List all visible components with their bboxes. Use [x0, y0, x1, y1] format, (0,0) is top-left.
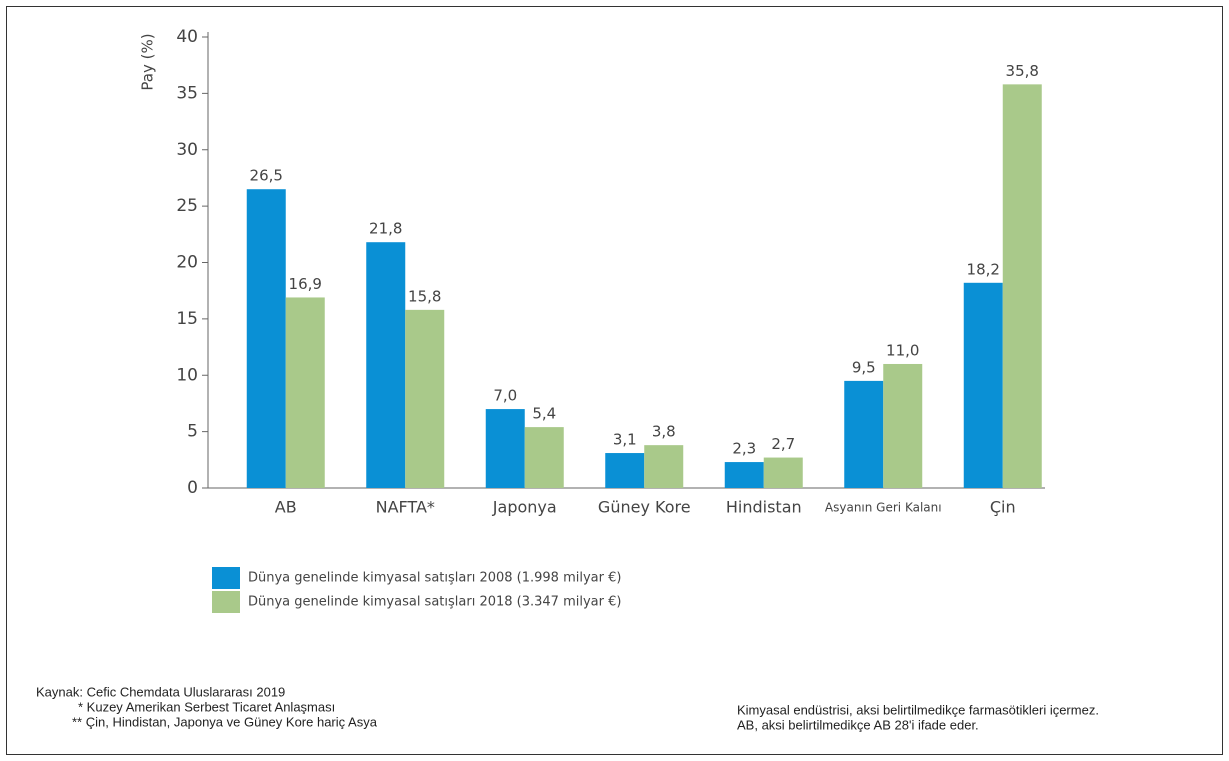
y-tick-label: 0	[187, 478, 198, 498]
value-label: 16,9	[289, 275, 322, 293]
legend-label: Dünya genelinde kimyasal satışları 2008 …	[248, 571, 621, 586]
bar	[763, 457, 803, 488]
bar	[644, 445, 684, 488]
bar	[405, 309, 445, 488]
legend-label: Dünya genelinde kimyasal satışları 2018 …	[248, 595, 621, 610]
x-tick-label: AB	[275, 498, 297, 517]
y-tick-label: 10	[176, 365, 198, 385]
x-tick-label: Hindistan	[726, 498, 802, 517]
x-tick-label: Japonya	[492, 498, 557, 517]
bar	[285, 297, 325, 488]
y-tick-label: 35	[176, 83, 198, 103]
value-label: 3,1	[613, 431, 637, 449]
note: ** Çin, Hindistan, Japonya ve Güney Kore…	[72, 714, 378, 729]
bar	[724, 462, 764, 488]
value-label: 5,4	[532, 405, 556, 423]
y-tick-label: 5	[187, 422, 198, 442]
x-tick-label: Asyanın Geri Kalanı	[825, 501, 942, 515]
bar	[485, 409, 525, 488]
value-label: 26,5	[250, 167, 283, 185]
value-label: 11,0	[886, 341, 919, 359]
bar	[883, 363, 923, 488]
y-tick-label: 25	[176, 196, 198, 216]
bar	[605, 453, 645, 488]
value-label: 9,5	[852, 358, 876, 376]
source: Kaynak: Cefic Chemdata Uluslararası 2019	[36, 684, 285, 699]
y-tick-label: 30	[176, 140, 198, 160]
y-tick-label: 40	[176, 27, 198, 47]
y-tick-label: 15	[176, 309, 198, 329]
x-tick-label: Çin	[990, 498, 1016, 517]
note: * Kuzey Amerikan Serbest Ticaret Anlaşma…	[78, 699, 335, 714]
bar	[1002, 84, 1042, 488]
value-label: 35,8	[1006, 62, 1039, 80]
bar	[246, 189, 286, 488]
legend-swatch	[212, 567, 240, 589]
y-tick-label: 20	[176, 253, 198, 273]
y-axis-label: Pay (%)	[139, 33, 157, 90]
x-tick-label: Güney Kore	[598, 498, 691, 517]
value-label: 15,8	[408, 287, 441, 305]
legend-swatch	[212, 591, 240, 613]
value-label: 2,3	[732, 440, 756, 458]
note: AB, aksi belirtilmedikçe AB 28'i ifade e…	[737, 717, 979, 732]
value-label: 3,8	[652, 423, 676, 441]
value-label: 7,0	[493, 387, 517, 405]
bar	[524, 427, 564, 488]
value-label: 21,8	[369, 220, 402, 238]
value-label: 18,2	[967, 260, 1000, 278]
bar	[963, 282, 1003, 488]
note: Kimyasal endüstrisi, aksi belirtilmedikç…	[737, 702, 1099, 717]
value-label: 2,7	[771, 435, 795, 453]
bar	[844, 380, 884, 488]
frame	[6, 6, 1223, 755]
x-tick-label: NAFTA*	[376, 498, 435, 517]
bar	[366, 242, 406, 488]
